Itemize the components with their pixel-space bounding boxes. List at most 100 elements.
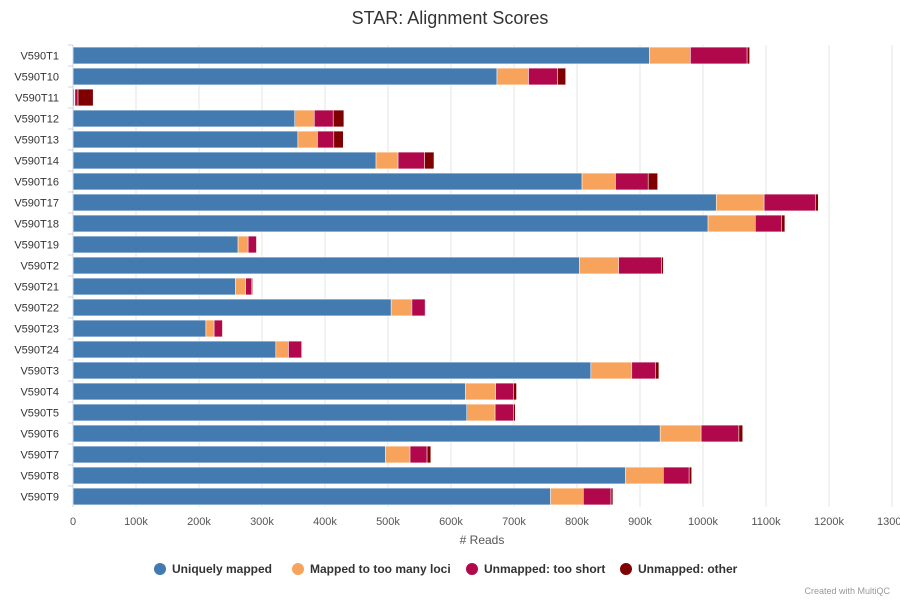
bar-segment[interactable] [245,277,252,296]
bar-segment[interactable] [426,445,432,464]
bar-segment[interactable] [647,172,658,191]
bar-segment[interactable] [294,109,315,128]
bar-segment[interactable] [74,88,79,107]
bar-segment[interactable] [72,403,467,422]
bar-segment[interactable] [688,466,692,485]
bar-segment[interactable] [615,172,649,191]
bar-segment[interactable] [237,235,249,254]
bar-segment[interactable] [72,277,236,296]
bar-segment[interactable] [385,445,411,464]
bar-segment[interactable] [583,487,612,506]
bar-segment[interactable] [690,46,748,65]
bar-segment[interactable] [815,193,819,212]
bar-segment[interactable] [375,151,399,170]
bar-segment[interactable] [72,67,498,86]
bar-segment[interactable] [72,214,709,233]
bar-segment[interactable] [746,46,750,65]
bar-segment[interactable] [72,445,386,464]
bar-segment[interactable] [495,382,514,401]
bar-segment[interactable] [755,214,782,233]
legend-swatch [292,563,304,575]
bar-segment[interactable] [707,214,756,233]
bar-segment[interactable] [631,361,656,380]
bar-segment[interactable] [72,46,650,65]
bar-segment[interactable] [661,256,664,275]
legend-item[interactable]: Unmapped: other [620,562,738,576]
legend-item[interactable]: Uniquely mapped [154,562,272,576]
bar-segment[interactable] [333,130,344,149]
bar-segment[interactable] [649,46,691,65]
legend-item[interactable]: Unmapped: too short [466,562,605,576]
bar-segment[interactable] [659,424,702,443]
bar-segment[interactable] [781,214,786,233]
bar-segment[interactable] [72,193,717,212]
bar-segment[interactable] [72,172,583,191]
bar-segment[interactable] [655,361,660,380]
bar-segment[interactable] [409,445,428,464]
category-label: V590T7 [20,450,59,462]
bar-segment[interactable] [72,109,296,128]
bar-segment[interactable] [390,298,413,317]
bar-segment[interactable] [72,298,392,317]
bar-segment[interactable] [72,319,207,338]
category-label: V590T11 [15,93,59,105]
bar-segment[interactable] [700,424,740,443]
bar-segment[interactable] [466,403,496,422]
bar-segment[interactable] [72,361,592,380]
bar-segment[interactable] [411,298,426,317]
legend-item[interactable]: Mapped to too many loci [292,562,451,576]
bar-segment[interactable] [494,403,514,422]
bar-segment[interactable] [205,319,215,338]
bar-segment[interactable] [763,193,817,212]
bar-segment[interactable] [496,67,529,86]
bar-segment[interactable] [513,382,517,401]
bar-segment[interactable] [247,235,257,254]
bar-segment[interactable] [581,172,616,191]
bar-segment[interactable] [72,130,299,149]
bar-segment[interactable] [251,277,253,296]
bar-segment[interactable] [579,256,619,275]
legend: Uniquely mapped Mapped to too many loci Un… [154,562,738,576]
x-tick-label: 100k [124,516,148,528]
bar-segment[interactable] [663,466,690,485]
bar-segment[interactable] [72,235,239,254]
bar-segment[interactable] [332,109,345,128]
bar-segment[interactable] [610,487,614,506]
bar-segment[interactable] [275,340,289,359]
bar-segment[interactable] [72,424,661,443]
bar-segment[interactable] [618,256,662,275]
bar-segment[interactable] [557,67,566,86]
bar-segment[interactable] [288,340,302,359]
bar-segment[interactable] [513,403,516,422]
bar-segment[interactable] [256,235,258,254]
x-tick-label: 1000k [688,516,718,528]
category-label: V590T4 [20,387,59,399]
bar-segment[interactable] [738,424,743,443]
bar-segment[interactable] [297,130,318,149]
bar-segment[interactable] [72,151,377,170]
bar-segment[interactable] [213,319,223,338]
legend-label: Unmapped: too short [484,562,605,576]
bar-segment[interactable] [72,340,277,359]
bar-segment[interactable] [424,151,435,170]
bar-segment[interactable] [590,361,633,380]
bar-segment[interactable] [424,298,427,317]
bar-segment[interactable] [222,319,224,338]
bar-segment[interactable] [550,487,584,506]
bar-segment[interactable] [465,382,496,401]
bar-segment[interactable] [72,382,466,401]
bar-segment[interactable] [235,277,246,296]
bar-segment[interactable] [314,109,334,128]
x-tick-label: 1200k [814,516,844,528]
bar-segment[interactable] [317,130,335,149]
bar-segment[interactable] [72,466,626,485]
bar-segment[interactable] [301,340,303,359]
bar-segment[interactable] [625,466,664,485]
bar-segment[interactable] [397,151,425,170]
bar-segment[interactable] [528,67,558,86]
bar-segment[interactable] [715,193,765,212]
bar-segment[interactable] [72,487,551,506]
bar-segment[interactable] [72,256,580,275]
bar-segment[interactable] [77,88,94,107]
